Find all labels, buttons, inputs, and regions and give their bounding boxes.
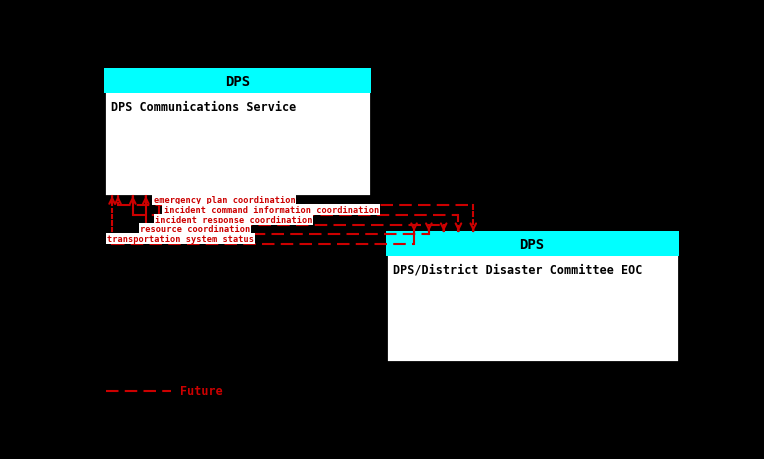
Text: incident response coordination: incident response coordination [154,215,312,224]
Text: emergency plan coordination: emergency plan coordination [154,195,295,204]
Bar [386,232,678,257]
Bar [105,69,371,94]
Text: Future: Future [180,384,223,397]
Text: incident command information coordination: incident command information coordinatio… [163,206,379,215]
Text: transportation system status: transportation system status [107,234,254,243]
Bar [105,69,371,196]
Text: DPS: DPS [225,75,250,89]
Text: DPS: DPS [520,237,545,251]
Bar [386,232,678,363]
Text: resource coordination: resource coordination [140,224,250,234]
Text: DPS Communications Service: DPS Communications Service [112,101,296,113]
Text: DPS/District Disaster Committee EOC: DPS/District Disaster Committee EOC [393,263,642,276]
